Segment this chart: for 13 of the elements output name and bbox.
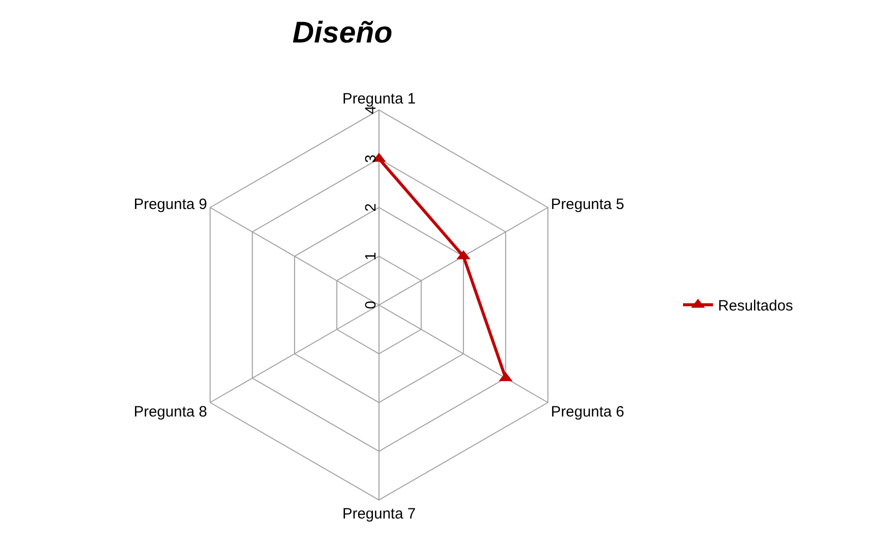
- y-tick-label: 1: [362, 252, 380, 260]
- chart-title: Diseño: [292, 16, 392, 50]
- spoke-label: Pregunta 7: [342, 506, 416, 522]
- y-tick-label: 2: [362, 203, 380, 212]
- y-tick-label: 0: [362, 300, 380, 310]
- spoke-label: Pregunta 6: [550, 403, 624, 420]
- y-tick-label: 3: [362, 154, 380, 163]
- legend-label: Resultados: [718, 298, 794, 315]
- y-tick-label: 4: [362, 106, 380, 114]
- spoke-label: Pregunta 9: [134, 196, 208, 213]
- spoke-label: Pregunta 1: [342, 90, 416, 108]
- spoke-label: Pregunta 8: [134, 403, 208, 420]
- spoke-label: Pregunta 5: [550, 196, 624, 213]
